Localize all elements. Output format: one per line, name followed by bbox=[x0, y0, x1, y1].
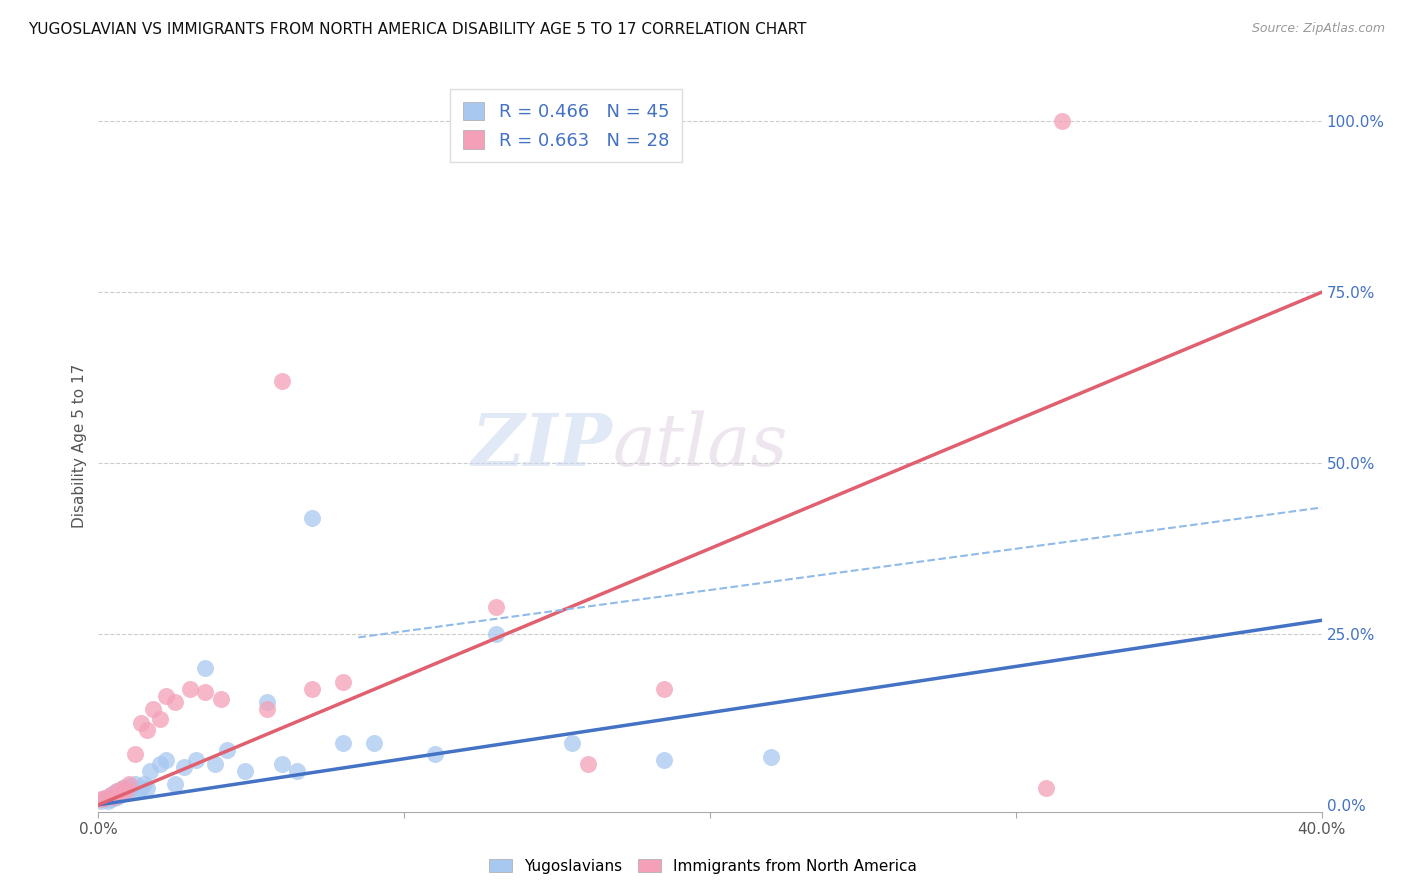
Y-axis label: Disability Age 5 to 17: Disability Age 5 to 17 bbox=[72, 364, 87, 528]
Point bbox=[149, 756, 172, 771]
Point bbox=[256, 702, 278, 716]
Point bbox=[485, 599, 508, 614]
Point bbox=[129, 780, 152, 795]
Point bbox=[118, 777, 141, 791]
Point bbox=[111, 786, 134, 800]
Point bbox=[652, 754, 675, 768]
Text: atlas: atlas bbox=[612, 410, 787, 482]
Point bbox=[100, 792, 122, 806]
Point bbox=[90, 795, 112, 809]
Point bbox=[93, 792, 115, 806]
Point bbox=[233, 764, 256, 778]
Point bbox=[105, 789, 128, 804]
Point bbox=[136, 780, 159, 795]
Point bbox=[204, 756, 226, 771]
Point bbox=[103, 786, 125, 800]
Point bbox=[111, 780, 134, 795]
Legend: R = 0.466   N = 45, R = 0.663   N = 28: R = 0.466 N = 45, R = 0.663 N = 28 bbox=[450, 89, 682, 162]
Point bbox=[194, 661, 217, 675]
Point bbox=[90, 792, 112, 806]
Point bbox=[105, 784, 128, 798]
Point bbox=[186, 754, 208, 768]
Point bbox=[108, 788, 131, 802]
Point bbox=[163, 695, 186, 709]
Point bbox=[155, 689, 177, 703]
Point bbox=[136, 723, 159, 737]
Point bbox=[173, 760, 195, 774]
Point bbox=[256, 695, 278, 709]
Point bbox=[332, 674, 354, 689]
Point bbox=[103, 791, 125, 805]
Point bbox=[270, 374, 292, 388]
Point bbox=[108, 786, 131, 800]
Point bbox=[576, 756, 599, 771]
Point bbox=[155, 754, 177, 768]
Point bbox=[134, 777, 156, 791]
Point bbox=[97, 795, 120, 809]
Point bbox=[124, 747, 146, 761]
Point bbox=[163, 777, 186, 791]
Point bbox=[194, 685, 217, 699]
Point bbox=[105, 784, 128, 798]
Point bbox=[118, 782, 141, 797]
Point bbox=[485, 627, 508, 641]
Point bbox=[301, 681, 323, 696]
Point bbox=[103, 789, 125, 804]
Point bbox=[209, 692, 232, 706]
Point bbox=[108, 782, 131, 797]
Text: YUGOSLAVIAN VS IMMIGRANTS FROM NORTH AMERICA DISABILITY AGE 5 TO 17 CORRELATION : YUGOSLAVIAN VS IMMIGRANTS FROM NORTH AME… bbox=[28, 22, 807, 37]
Text: ZIP: ZIP bbox=[471, 410, 612, 482]
Point bbox=[118, 779, 141, 793]
Point bbox=[759, 750, 782, 764]
Text: Source: ZipAtlas.com: Source: ZipAtlas.com bbox=[1251, 22, 1385, 36]
Point bbox=[179, 681, 201, 696]
Point bbox=[100, 788, 122, 802]
Point bbox=[100, 788, 122, 802]
Point bbox=[142, 702, 165, 716]
Legend: Yugoslavians, Immigrants from North America: Yugoslavians, Immigrants from North Amer… bbox=[484, 853, 922, 880]
Point bbox=[561, 736, 583, 750]
Point bbox=[363, 736, 385, 750]
Point bbox=[301, 510, 323, 524]
Point bbox=[93, 791, 115, 805]
Point bbox=[124, 777, 146, 791]
Point bbox=[215, 743, 238, 757]
Point bbox=[652, 681, 675, 696]
Point bbox=[270, 756, 292, 771]
Point bbox=[97, 789, 120, 804]
Point bbox=[1050, 114, 1073, 128]
Point bbox=[1035, 780, 1057, 795]
Point bbox=[127, 784, 149, 798]
Point bbox=[115, 784, 138, 798]
Point bbox=[423, 747, 446, 761]
Point bbox=[139, 764, 162, 778]
Point bbox=[129, 715, 152, 730]
Point bbox=[93, 791, 115, 805]
Point bbox=[149, 713, 172, 727]
Point bbox=[121, 780, 143, 795]
Point bbox=[111, 780, 134, 795]
Point bbox=[285, 764, 308, 778]
Point bbox=[332, 736, 354, 750]
Point bbox=[115, 782, 138, 797]
